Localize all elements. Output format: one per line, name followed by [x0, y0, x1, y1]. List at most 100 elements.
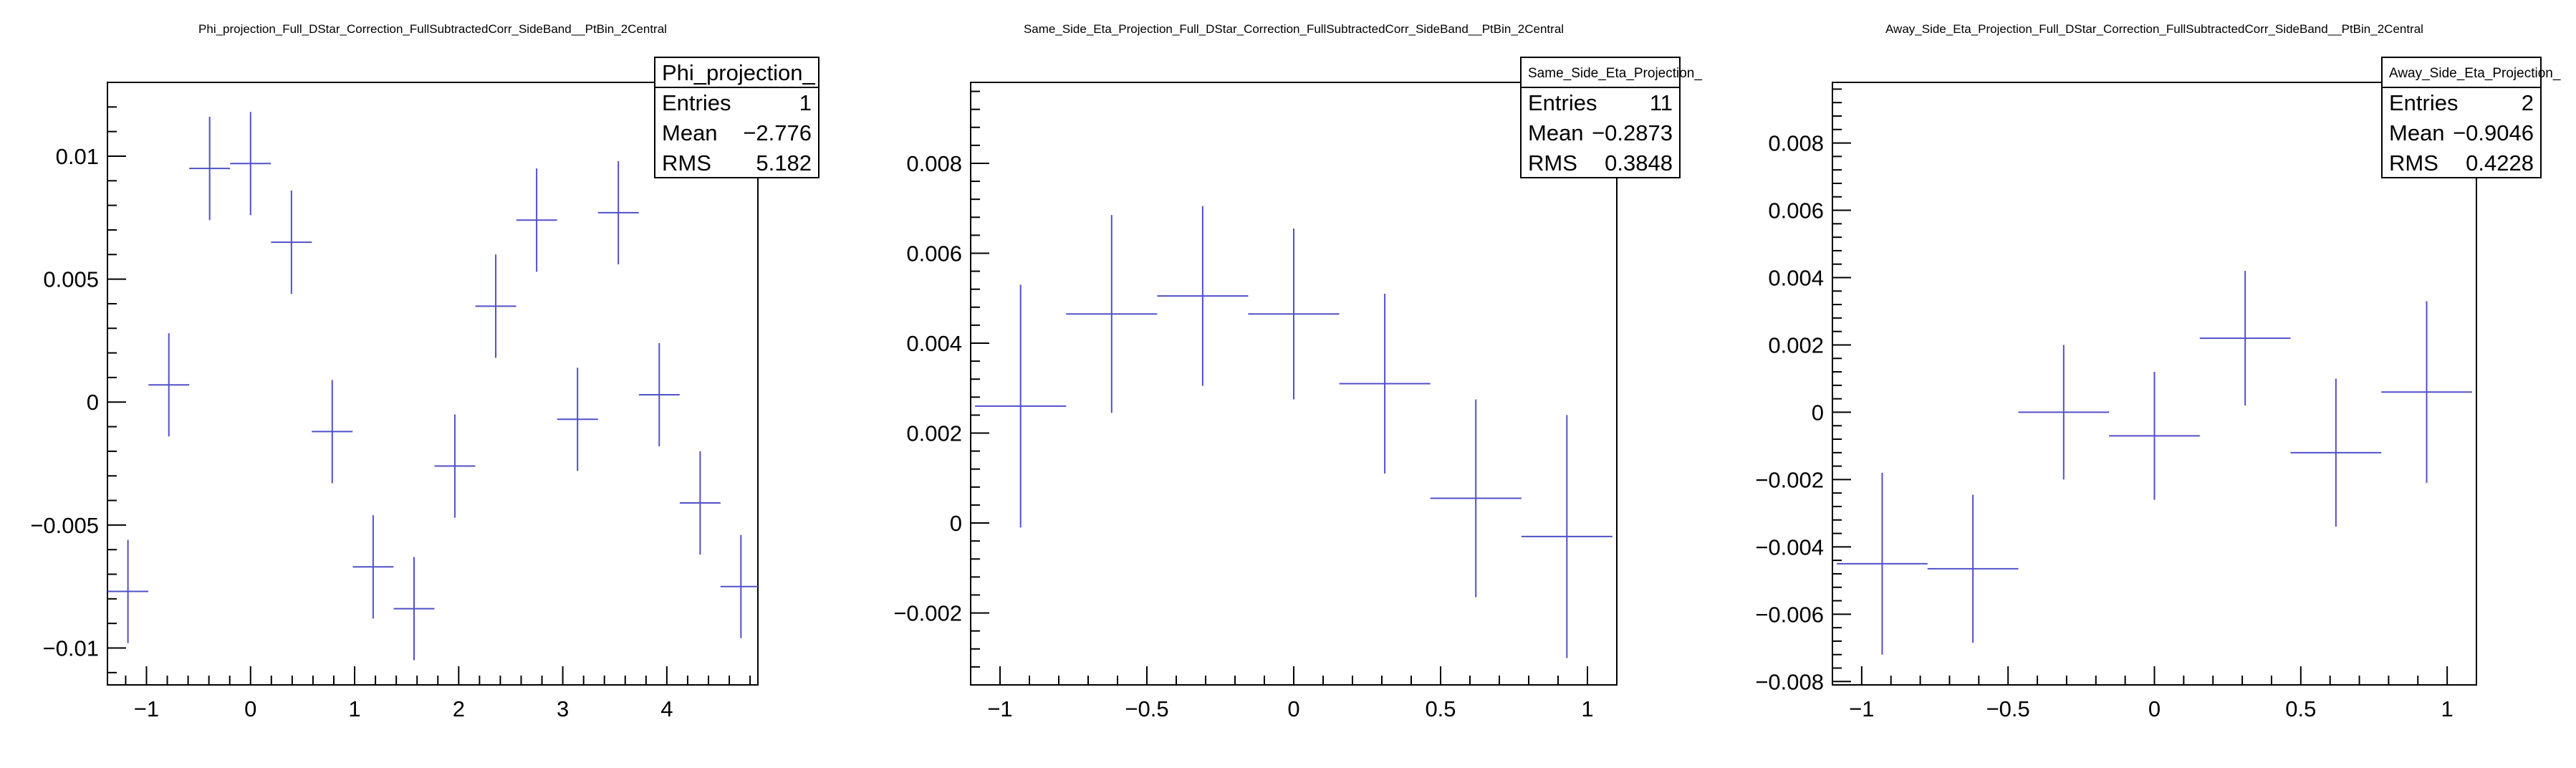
- data-point: [1521, 415, 1613, 658]
- x-tick-label: 1: [348, 696, 360, 721]
- stats-rms-label: RMS: [1528, 150, 1577, 176]
- data-point: [393, 557, 435, 661]
- x-tick-label: 0: [2148, 696, 2161, 721]
- y-tick-label: −0.002: [1755, 467, 1824, 492]
- data-point: [638, 342, 680, 447]
- stats-mean-label: Mean: [1528, 120, 1584, 145]
- y-tick-label: −0.01: [43, 636, 99, 661]
- plot-frame: [107, 82, 759, 686]
- stats-rms-value: 0.4228: [2466, 150, 2534, 176]
- data-point: [1927, 494, 2019, 643]
- y-tick-label: 0.01: [56, 144, 99, 169]
- y-tick-label: 0.004: [1768, 266, 1824, 291]
- stats-mean-value: −0.2873: [1592, 120, 1673, 145]
- stats-entries-label: Entries: [2389, 90, 2458, 115]
- data-point: [148, 333, 190, 437]
- x-tick-label: 0.5: [1425, 696, 1456, 721]
- stats-mean-value: −2.776: [743, 120, 812, 145]
- y-tick-label: −0.008: [1755, 669, 1824, 694]
- data-point: [434, 414, 476, 518]
- stats-entries-value: 2: [2522, 90, 2534, 115]
- same-side-eta-panel: Same_Side_Eta_Projection_Full_DStar_Corr…: [893, 22, 1702, 721]
- data-point: [720, 534, 758, 638]
- stats-box: Same_Side_Eta_Projection_ Entries 11 Mean −0…: [1520, 57, 1702, 178]
- y-tick-label: 0: [1812, 400, 1824, 425]
- phi-projection-panel: Phi_projection_Full_DStar_Correction_Ful…: [30, 22, 820, 721]
- chart-title: Phi_projection_Full_DStar_Correction_Ful…: [198, 22, 667, 36]
- y-tick-label: 0.006: [906, 241, 962, 266]
- data-point: [107, 539, 149, 643]
- data-point: [2290, 378, 2382, 527]
- x-tick-label: −1: [134, 696, 159, 721]
- data-point: [475, 254, 516, 358]
- stats-mean-value: −0.9046: [2453, 120, 2534, 145]
- x-tick-label: −0.5: [1125, 696, 1168, 721]
- y-tick-label: 0: [950, 511, 962, 536]
- x-tick-label: 0: [1287, 696, 1299, 721]
- data-point: [1157, 206, 1249, 386]
- data-point: [312, 380, 353, 484]
- stats-box: Phi_projection_ Entries 1 Mean −2.776 RMS 5.18…: [654, 57, 820, 178]
- y-tick-label: 0.002: [906, 421, 962, 446]
- x-tick-label: 2: [453, 696, 465, 721]
- data-point: [516, 168, 557, 272]
- y-tick-label: 0: [87, 390, 99, 415]
- x-tick-label: 3: [557, 696, 569, 721]
- y-tick-label: 0.004: [906, 331, 962, 356]
- stats-entries-label: Entries: [662, 90, 731, 115]
- data-point: [975, 284, 1067, 528]
- x-tick-label: 0.5: [2285, 696, 2316, 721]
- data-point: [2109, 372, 2200, 500]
- data-point: [2018, 345, 2110, 480]
- data-point: [2199, 271, 2291, 406]
- data-point: [1339, 293, 1431, 474]
- y-tick-label: 0.008: [1768, 131, 1824, 156]
- y-tick-label: −0.002: [893, 601, 962, 626]
- data-point: [352, 515, 394, 619]
- data-point: [597, 160, 639, 265]
- data-point: [2381, 301, 2472, 484]
- data-point: [1430, 399, 1522, 597]
- y-tick-label: 0.002: [1768, 332, 1824, 357]
- stats-box-frame: [654, 57, 820, 178]
- data-point: [1248, 228, 1340, 400]
- stats-name: Same_Side_Eta_Projection_: [1528, 66, 1702, 81]
- stats-rms-value: 0.3848: [1605, 150, 1673, 176]
- stats-name: Away_Side_Eta_Projection_: [2389, 66, 2561, 81]
- data-point: [230, 112, 271, 216]
- x-tick-label: −1: [1849, 696, 1874, 721]
- x-tick-label: 0: [244, 696, 256, 721]
- y-tick-label: 0.008: [906, 151, 962, 176]
- stats-box: Away_Side_Eta_Projection_ Entries 2 Mean −0.…: [2381, 57, 2561, 178]
- data-point: [679, 451, 721, 555]
- y-tick-label: 0.005: [43, 267, 99, 292]
- x-tick-label: 1: [1581, 696, 1593, 721]
- y-tick-label: −0.004: [1755, 534, 1824, 560]
- stats-mean-label: Mean: [662, 120, 718, 145]
- stats-box-frame: [2381, 57, 2542, 178]
- x-tick-label: −1: [987, 696, 1012, 721]
- stats-name: Phi_projection_: [662, 60, 815, 85]
- stats-entries-label: Entries: [1528, 90, 1597, 115]
- x-tick-label: 1: [2441, 696, 2454, 721]
- y-tick-label: −0.005: [30, 513, 99, 538]
- stats-entries-value: 11: [1650, 90, 1673, 115]
- stats-rms-label: RMS: [662, 150, 711, 176]
- stats-entries-value: 1: [799, 90, 812, 115]
- data-point: [271, 191, 312, 294]
- data-point: [1066, 215, 1158, 413]
- away-side-eta-panel: Away_Side_Eta_Projection_Full_DStar_Corr…: [1755, 22, 2561, 721]
- stats-rms-value: 5.182: [756, 150, 812, 176]
- data-point: [557, 368, 598, 471]
- stats-mean-label: Mean: [2389, 120, 2445, 145]
- data-point: [1837, 473, 1928, 655]
- stats-box-frame: [1520, 57, 1681, 178]
- data-point: [189, 117, 231, 221]
- y-tick-label: 0.006: [1768, 198, 1824, 224]
- stats-rms-label: RMS: [2389, 150, 2438, 176]
- x-tick-label: −0.5: [1986, 696, 2030, 721]
- chart-title: Away_Side_Eta_Projection_Full_DStar_Corr…: [1885, 22, 2423, 36]
- y-tick-label: −0.006: [1755, 602, 1824, 627]
- chart-title: Same_Side_Eta_Projection_Full_DStar_Corr…: [1024, 22, 1564, 36]
